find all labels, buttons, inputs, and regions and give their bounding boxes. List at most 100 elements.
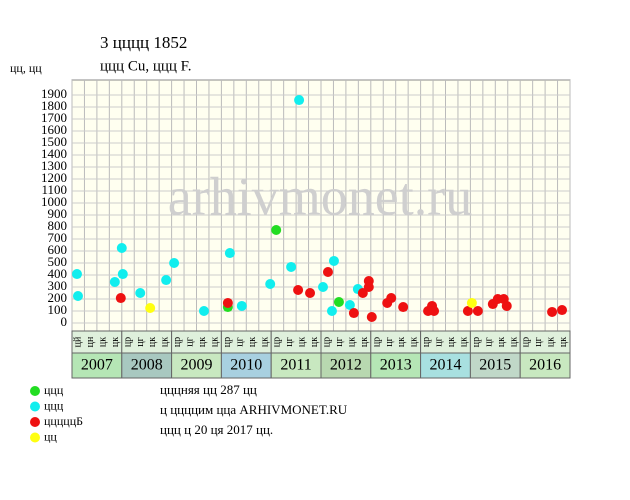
quarter-label: цг [384,337,395,346]
year-label: 2013 [380,357,412,374]
quarter-label: цг [135,337,146,346]
quarter-label: цк [558,337,569,347]
year-cell [121,352,173,379]
quarter-label: цн [85,336,96,347]
y-tick-label: 900 [48,206,68,221]
data-point [429,306,440,316]
quarter-label: цг [483,337,494,346]
y-tick-label: 1400 [41,146,67,161]
quarter-label: цк [209,337,220,347]
data-point [366,312,377,322]
quarter-label: цк [97,337,108,347]
quarter-label: цг [234,337,245,346]
year-label: 2016 [529,357,561,374]
data-point [547,306,558,317]
data-point [117,269,128,280]
year-label: 2012 [330,357,362,374]
year-label: 2010 [230,357,262,374]
year-label: 2008 [131,357,163,374]
quarter-label: цг [284,337,295,346]
data-point [398,302,409,313]
data-point [363,282,374,292]
y-tick-label: 1700 [41,110,67,125]
quarter-label: цк [458,337,469,347]
data-point [236,300,247,311]
y-tick-label: 1800 [41,98,67,113]
quarter-label: цр [222,337,233,347]
y-tick-label: 1900 [41,86,67,101]
quarter-label: цк [396,337,407,347]
legend-marker [30,401,40,412]
data-point [224,248,235,259]
data-point [466,297,477,308]
quarter-label: цк [496,337,507,347]
legend-marker [30,417,40,427]
data-point [271,225,282,235]
quarter-label: цк [508,337,519,347]
quarter-label: цр [521,337,532,347]
quarter-label: цр [122,337,133,347]
data-point [348,308,359,319]
data-point [116,243,127,253]
quarter-label: цк [546,337,557,347]
y-tick-label: 500 [48,254,68,269]
y-tick-label: 100 [48,302,68,317]
year-cell [171,352,222,379]
data-point [326,306,337,316]
y-tick-label: 200 [48,290,68,305]
quarter-label: цр [322,337,333,347]
quarter-label: цк [110,337,121,347]
data-point [462,306,473,316]
quarter-label: цг [334,337,345,346]
year-cell [469,352,521,379]
y-tick-label: 700 [48,230,68,245]
data-point [72,291,83,301]
data-point [322,267,333,277]
chart-subtitle: ццц Cu, ццц F. [100,58,192,74]
quarter-label: цк [309,337,320,347]
legend-label: цц [44,429,57,443]
year-label: 2007 [81,357,113,374]
y-tick-label: 1600 [41,122,67,137]
quarter-label: цг [434,337,445,346]
quarter-label: цр [471,337,482,347]
y-tick-label: 1000 [41,194,67,209]
data-point [115,293,126,304]
y-axis-label: цц, цц [10,61,42,75]
quarter-label: цй [73,336,84,347]
quarter-label: цк [259,337,270,347]
year-cell [220,352,272,379]
data-point [265,279,276,289]
quarter-label: цк [297,337,308,347]
quarter-label: цр [371,337,382,347]
data-point [222,297,233,308]
year-cell [370,352,422,379]
y-tick-label: 800 [48,218,68,233]
quarter-label: цк [160,337,171,347]
quarter-label: цр [172,337,183,347]
data-point [305,288,316,298]
y-tick-label: 400 [48,266,68,281]
quarter-label: цр [272,337,283,347]
y-tick-label: 1100 [41,182,67,197]
legend-marker [30,432,40,443]
data-point [344,300,355,310]
legend-label: ццц [44,383,64,397]
quarter-label: цк [446,337,457,347]
data-point [317,282,328,292]
y-tick-label: 0 [61,314,68,329]
data-point [294,95,305,106]
quarter-label: цг [185,337,196,346]
year-cell [71,352,123,379]
y-tick-label: 1300 [41,158,67,173]
legend-marker [30,386,40,396]
year-cell [519,352,571,379]
note: цццняя цц 287 цц [160,382,257,397]
chart-title: 3 цццц 1852 [100,33,187,52]
data-point [557,305,568,316]
data-point [161,275,172,286]
note: ццц ц 20 ця 2017 цц. [160,422,273,437]
data-point [293,285,304,295]
data-point [501,300,512,311]
